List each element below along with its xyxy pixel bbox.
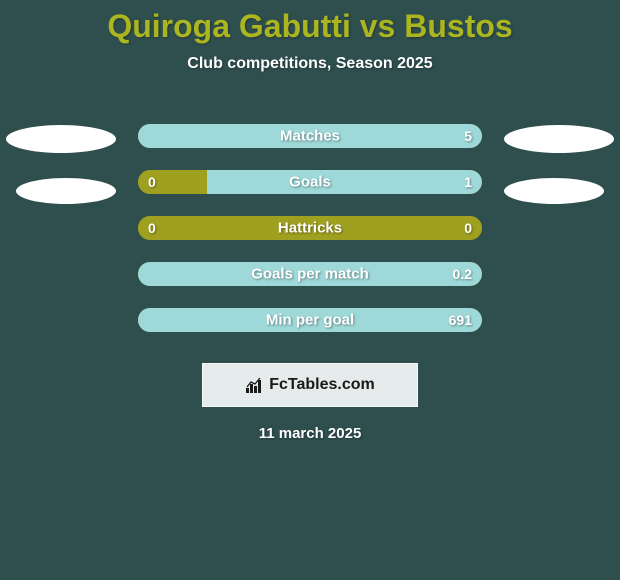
stat-label: Matches bbox=[280, 128, 340, 145]
stat-value-right: 5 bbox=[464, 128, 472, 144]
stat-label: Hattricks bbox=[278, 220, 342, 237]
stat-row: Hattricks 0 0 bbox=[0, 205, 620, 251]
stat-value-right: 0 bbox=[464, 220, 472, 236]
stat-row: Min per goal 691 bbox=[0, 297, 620, 343]
stat-bar: Hattricks 0 0 bbox=[138, 216, 482, 240]
stat-value-left: 0 bbox=[148, 174, 156, 190]
page-title: Quiroga Gabutti vs Bustos bbox=[0, 0, 620, 45]
stat-bar: Goals 0 1 bbox=[138, 170, 482, 194]
stat-label: Goals bbox=[289, 174, 331, 191]
stat-label: Min per goal bbox=[266, 312, 354, 329]
stat-value-right: 1 bbox=[464, 174, 472, 190]
stat-label: Goals per match bbox=[251, 266, 369, 283]
stat-bar: Matches 5 bbox=[138, 124, 482, 148]
stat-row: Goals 0 1 bbox=[0, 159, 620, 205]
stat-bar-right bbox=[207, 170, 482, 194]
stat-value-right: 0.2 bbox=[453, 266, 472, 282]
stat-row: Matches 5 bbox=[0, 113, 620, 159]
subtitle: Club competitions, Season 2025 bbox=[0, 55, 620, 73]
brand-badge: FcTables.com bbox=[202, 363, 418, 407]
date-label: 11 march 2025 bbox=[0, 425, 620, 442]
stat-bar: Goals per match 0.2 bbox=[138, 262, 482, 286]
stat-bar: Min per goal 691 bbox=[138, 308, 482, 332]
brand-text: FcTables.com bbox=[269, 376, 375, 394]
stat-row: Goals per match 0.2 bbox=[0, 251, 620, 297]
stats-area: Matches 5 Goals 0 1 Hattricks 0 0 Goals per matc… bbox=[0, 113, 620, 343]
bar-chart-icon bbox=[245, 376, 265, 394]
comparison-card: Quiroga Gabutti vs Bustos Club competiti… bbox=[0, 0, 620, 580]
stat-value-left: 0 bbox=[148, 220, 156, 236]
stat-value-right: 691 bbox=[449, 312, 472, 328]
